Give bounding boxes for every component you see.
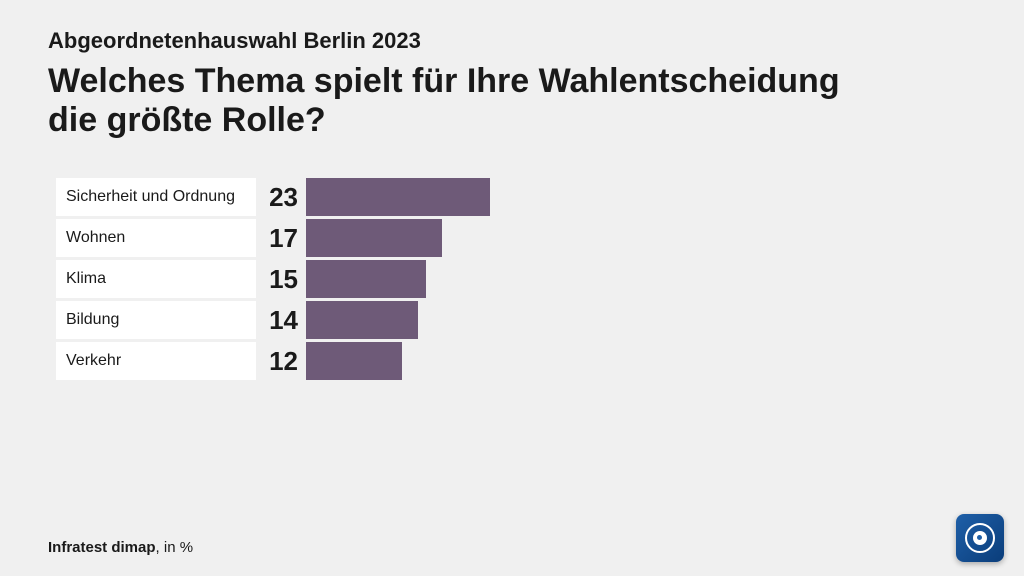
bar [306,219,442,257]
bar [306,301,418,339]
bar-container [306,260,976,298]
chart-row: Sicherheit und Ordnung23 [56,178,976,216]
title-line-2: die größte Rolle? [48,101,326,139]
bar-chart: Sicherheit und Ordnung23Wohnen17Klima15B… [56,178,976,380]
chart-row: Verkehr12 [56,342,976,380]
bar-label: Sicherheit und Ordnung [56,178,256,216]
title-line-1: Welches Thema spielt für Ihre Wahlentsch… [48,62,840,100]
bar-container [306,178,976,216]
broadcaster-logo [956,514,1004,562]
bar-container [306,342,976,380]
bar-value: 17 [256,219,306,257]
bar-label: Wohnen [56,219,256,257]
bar-value: 12 [256,342,306,380]
bar-container [306,301,976,339]
bar-value: 14 [256,301,306,339]
bar-container [306,219,976,257]
bar-value: 15 [256,260,306,298]
source-name: Infratest dimap [48,539,156,556]
bar [306,260,426,298]
bar-label: Bildung [56,301,256,339]
bar-value: 23 [256,178,306,216]
source-unit: , in % [156,539,194,556]
bar-label: Klima [56,260,256,298]
chart-title: Welches Thema spielt für Ihre Wahlentsch… [48,62,976,140]
bar [306,178,490,216]
chart-row: Bildung14 [56,301,976,339]
bar-label: Verkehr [56,342,256,380]
bar [306,342,402,380]
chart-row: Wohnen17 [56,219,976,257]
chart-row: Klima15 [56,260,976,298]
source-attribution: Infratest dimap, in % [48,539,193,556]
chart-subtitle: Abgeordnetenhauswahl Berlin 2023 [48,28,976,54]
